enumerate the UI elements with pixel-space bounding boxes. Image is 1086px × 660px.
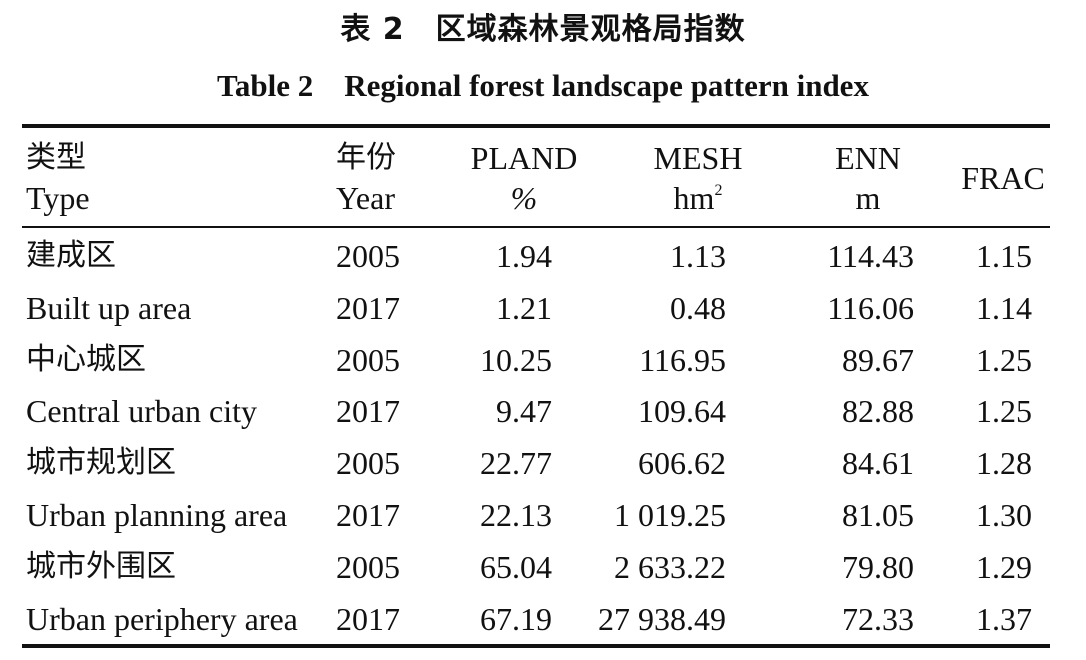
cell-enn: 114.43 [827,238,914,274]
cell-year: 2017 [336,497,400,533]
cell-enn: 116.06 [827,289,914,326]
cell-frac: 1.25 [976,393,1032,430]
header-mesh-unit-sup: 2 [714,182,723,199]
cell-enn: 79.80 [842,548,914,585]
table-title-en: Table 2 Regional forest landscape patter… [217,68,869,103]
header-pland: PLAND [470,140,578,176]
cell-enn: 81.05 [842,497,914,533]
cell-pland: 22.13 [480,497,552,533]
cell-pland: 1.21 [496,289,552,326]
header-pland-unit: % [510,180,538,216]
cell-frac: 1.30 [976,497,1032,533]
header-mesh-unit: hm2 [628,178,768,218]
cell-type: 城市规划区 [26,445,176,481]
header-year-cn: 年份 [336,140,396,175]
cell-year: 2005 [336,548,400,585]
cell-type: 城市外围区 [26,548,176,584]
cell-pland: 65.04 [480,548,552,585]
header-rule [22,226,1050,228]
cell-frac: 1.28 [976,445,1032,482]
cell-mesh: 2 633.22 [614,548,726,585]
cell-mesh: 0.48 [670,289,726,326]
cell-enn: 89.67 [842,341,914,378]
cell-year: 2005 [336,341,400,378]
cell-year: 2017 [336,289,400,326]
header-type-en: Type [26,180,90,216]
header-year-en: Year [336,180,395,216]
cell-enn: 82.88 [842,393,914,430]
cell-mesh: 116.95 [639,341,726,378]
header-enn: ENN [835,140,901,176]
cell-frac: 1.14 [976,289,1032,326]
cell-pland: 9.47 [496,393,552,430]
cell-mesh: 1 019.25 [614,497,726,533]
cell-year: 2017 [336,600,400,637]
header-mesh-unit-base: hm [673,180,715,216]
cell-type: Urban planning area [26,497,288,533]
cell-pland: 22.77 [480,445,552,482]
cell-mesh: 1.13 [670,238,726,274]
top-rule [22,124,1050,128]
header-enn-unit: m [855,180,881,216]
cell-frac: 1.29 [976,548,1032,585]
header-mesh: MESH [653,140,743,176]
header-frac: FRAC [961,160,1045,196]
cell-type: Central urban city [26,393,258,430]
cell-type: Built up area [26,289,192,326]
header-type-cn: 类型 [26,140,86,175]
cell-mesh: 606.62 [638,445,726,482]
cell-type: Urban periphery area [26,600,298,637]
cell-year: 2005 [336,445,400,482]
bottom-rule [22,644,1050,648]
cell-year: 2017 [336,393,400,430]
table-title-cn: 表 2 区域森林景观格局指数 [340,12,746,47]
cell-enn: 84.61 [842,445,914,482]
cell-pland: 10.25 [480,341,552,378]
cell-pland: 1.94 [496,238,552,274]
cell-pland: 67.19 [480,600,552,637]
cell-frac: 1.25 [976,341,1032,378]
cell-type: 中心城区 [26,341,146,377]
cell-mesh: 109.64 [638,393,726,430]
cell-year: 2005 [336,238,400,274]
cell-enn: 72.33 [842,600,914,637]
cell-type: 建成区 [26,238,116,273]
cell-mesh: 27 938.49 [598,600,726,637]
cell-frac: 1.37 [976,600,1032,637]
cell-frac: 1.15 [976,238,1032,274]
